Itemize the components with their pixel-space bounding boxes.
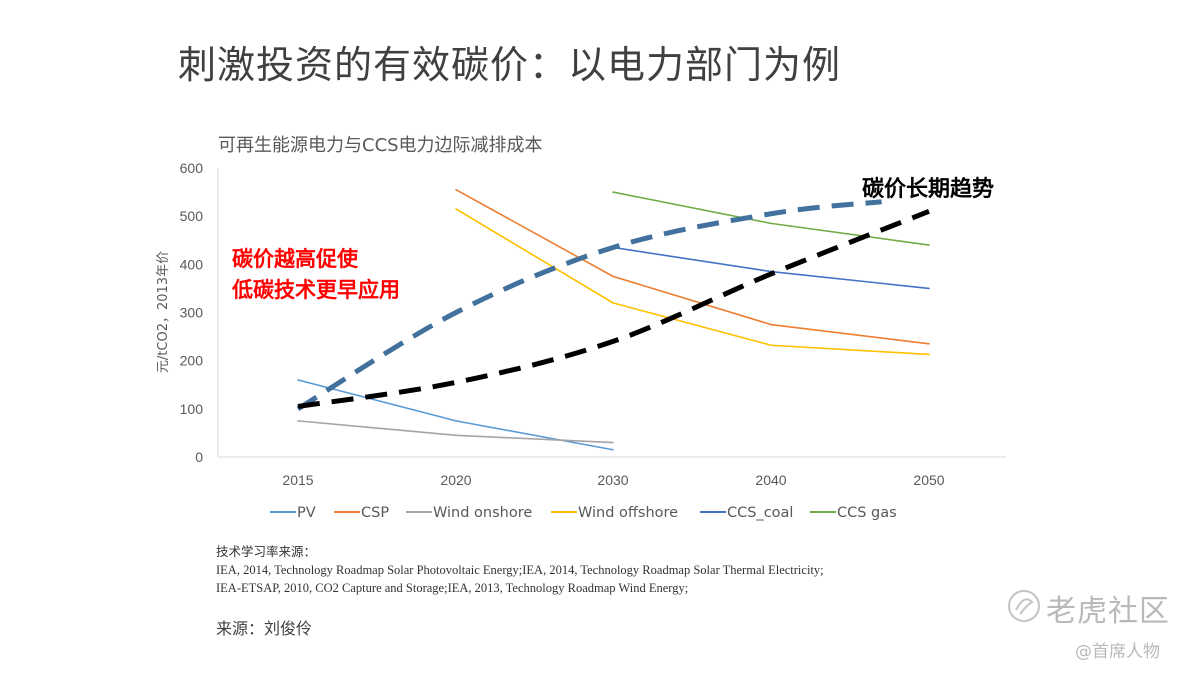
data-point-ccs-gas [612,191,614,193]
black-dashed-trend [297,209,930,409]
red-note-line2: 低碳技术更早应用 [231,278,400,302]
y-tick-label: 200 [180,353,204,369]
watermark-brand: 老虎社区 [1046,594,1170,629]
x-tick-label: 2050 [913,472,944,488]
y-tick-label: 500 [180,208,204,224]
series-line-wind-onshore [297,420,614,444]
x-tick-label: 2020 [440,472,471,488]
series-line-wind-offshore [455,208,930,356]
data-point-wind-onshore [297,420,299,422]
data-point-ccs-gas [770,222,772,225]
sources-line-2: IEA-ETSAP, 2010, CO2 Capture and Storage… [216,581,689,595]
slide-title: 刺激投资的有效碳价：以电力部门为例 [178,43,842,87]
data-point-wind-onshore [612,441,614,444]
chart-title: 可再生能源电力与CCS电力边际减排成本 [218,135,543,156]
x-tick-label: 2040 [755,472,786,488]
data-point-pv [455,420,457,422]
legend-label: CSP [361,505,389,521]
legend-label: PV [297,505,316,521]
y-tick-label: 100 [180,401,204,417]
legend-label: CCS gas [837,505,897,521]
series-line-ccs-coal [612,246,930,290]
data-point-wind-offshore [612,302,614,304]
legend-label: Wind offshore [578,505,678,521]
legend-label: Wind onshore [433,505,532,521]
blue-dashed-trend [296,199,882,411]
y-tick-label: 300 [180,305,204,321]
watermark-logo-icon [1008,590,1040,622]
data-point-pv [297,379,299,381]
red-note-line1: 碳价越高促使 [232,247,359,271]
data-point-csp [455,188,457,191]
series-line-csp [455,188,930,345]
legend-label: CCS_coal [727,505,793,521]
sources-line-1: IEA, 2014, Technology Roadmap Solar Phot… [216,563,824,577]
series-line-pv [297,379,614,451]
author-credit: 来源：刘俊伶 [216,619,313,638]
data-point-wind-offshore [770,344,772,347]
x-tick-label: 2015 [282,472,313,488]
data-point-ccs-gas [928,244,930,246]
watermark-user: @首席人物 [1075,642,1160,662]
y-tick-label: 400 [180,256,204,272]
data-point-csp [612,275,614,278]
trend-label: 碳价长期趋势 [862,176,994,202]
data-point-ccs-coal [928,287,930,290]
data-point-pv [612,448,614,451]
x-tick-label: 2030 [597,472,628,488]
y-tick-label: 0 [195,449,203,465]
data-point-wind-offshore [455,208,457,210]
sources-block: 技术学习率来源： IEA, 2014, Technology Roadmap S… [216,543,976,597]
y-axis-label: 元/tCO2，2013年价 [156,251,171,373]
y-tick-label: 600 [180,160,204,176]
data-point-csp [770,323,772,326]
sources-heading: 技术学习率来源： [216,544,317,559]
data-point-csp [928,343,930,345]
data-point-wind-offshore [928,353,930,356]
data-point-wind-onshore [455,434,457,437]
